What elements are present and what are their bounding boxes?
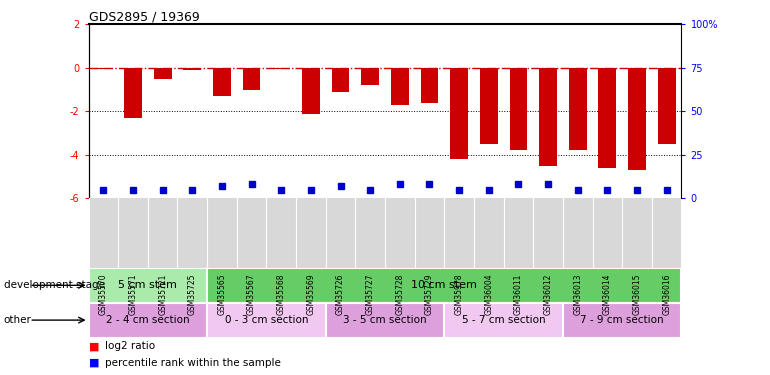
Bar [391,68,409,105]
Text: 2 - 4 cm section: 2 - 4 cm section [106,315,189,325]
Text: 5 cm stem: 5 cm stem [119,280,177,290]
Bar [658,68,675,144]
Text: ■: ■ [89,341,99,351]
Bar [213,68,231,96]
Bar [154,68,172,79]
Bar [539,68,557,166]
Bar [273,68,290,69]
Bar [243,68,260,90]
Bar [95,68,112,69]
Text: percentile rank within the sample: percentile rank within the sample [105,358,281,368]
Bar [332,68,350,92]
Text: development stage: development stage [4,280,105,290]
Bar [302,68,320,114]
Bar [510,68,527,150]
Text: 7 - 9 cm section: 7 - 9 cm section [581,315,664,325]
Text: 0 - 3 cm section: 0 - 3 cm section [225,315,308,325]
Text: 10 cm stem: 10 cm stem [411,280,477,290]
Text: ■: ■ [89,358,99,368]
Bar [444,303,563,338]
Bar [207,268,681,303]
Bar [569,68,587,150]
Bar [207,303,326,338]
Bar [183,68,201,70]
Text: 5 - 7 cm section: 5 - 7 cm section [462,315,545,325]
Bar [563,303,681,338]
Text: log2 ratio: log2 ratio [105,341,156,351]
Bar [598,68,616,168]
Bar [628,68,646,170]
Bar [89,268,207,303]
Bar [361,68,379,85]
Bar [420,68,438,103]
Bar [450,68,468,159]
Bar [89,303,207,338]
Text: GDS2895 / 19369: GDS2895 / 19369 [89,10,199,23]
Text: other: other [4,315,32,325]
Bar [480,68,497,144]
Bar [124,68,142,118]
Text: 3 - 5 cm section: 3 - 5 cm section [343,315,427,325]
Bar [326,303,444,338]
